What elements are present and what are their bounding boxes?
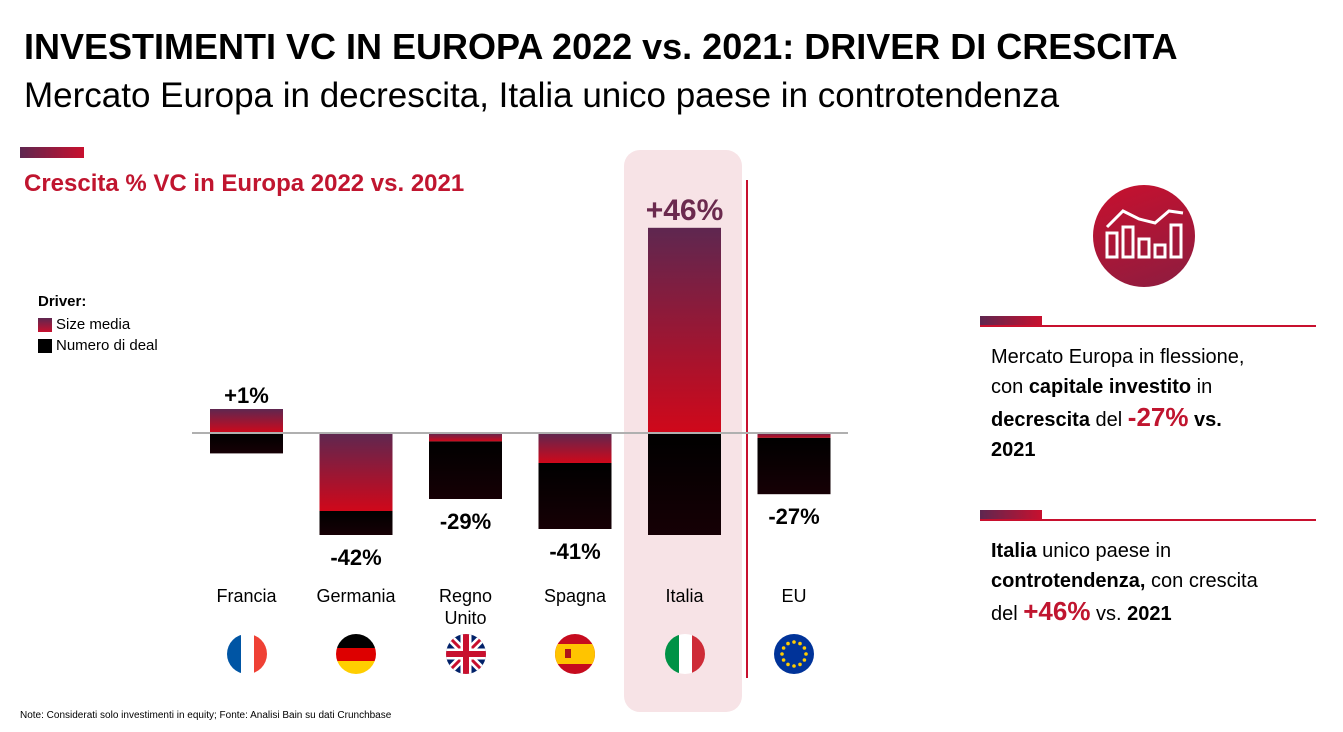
box2-highlight: +46%: [1023, 596, 1091, 626]
box1-line3b: del: [1089, 409, 1128, 431]
footnote: Note: Considerati solo investimenti in e…: [20, 710, 392, 721]
chart-legend: Driver: Size media Numero di deal: [38, 293, 158, 356]
value-label-1: -42%: [330, 545, 381, 570]
bar-size-4: [648, 227, 721, 433]
accent-bar: [20, 147, 84, 158]
flag-uk-icon: [445, 634, 486, 674]
bar-deal-0: [210, 433, 283, 454]
legend-swatch-size: [38, 317, 52, 332]
bar-size-5: [757, 433, 831, 438]
bar-size-2: [429, 433, 502, 442]
box1-highlight: -27%: [1127, 402, 1189, 432]
flag-es-icon: [555, 634, 595, 674]
bar-size-0: [210, 409, 283, 433]
box2-line1a: Italia: [991, 540, 1037, 562]
flag-de-icon: [336, 634, 376, 674]
bar-deal-4: [648, 433, 721, 535]
flag-fr-icon: [226, 634, 267, 674]
category-label-4: Italia: [665, 586, 704, 606]
value-label-0: +1%: [224, 383, 269, 408]
page-title: INVESTIMENTI VC IN EUROPA 2022 vs. 2021:…: [24, 26, 1178, 67]
box1-line2c: in: [1191, 376, 1213, 398]
category-label-1: Germania: [316, 586, 396, 606]
legend-title: Driver:: [38, 293, 87, 310]
legend-label-size: Size media: [56, 316, 131, 333]
legend-swatch-deal: [38, 338, 52, 353]
box1-line2a: con: [991, 376, 1029, 398]
legend-label-deal: Numero di deal: [56, 337, 158, 354]
legend-item-size: Size media: [38, 314, 158, 335]
eu-separator: [746, 180, 748, 678]
chart-title: Crescita % VC in Europa 2022 vs. 2021: [24, 170, 465, 197]
value-label-3: -41%: [549, 539, 600, 564]
box1-line3a: decrescita: [991, 409, 1090, 431]
bar-size-1: [319, 433, 393, 511]
bar-deal-1: [319, 511, 393, 535]
bar-deal-2: [429, 441, 502, 499]
box2-line3c: vs.: [1090, 603, 1128, 625]
bar-chart-trend-icon: [1093, 185, 1195, 287]
flag-it-icon: [664, 634, 705, 674]
flag-eu-icon: [774, 634, 814, 674]
bar-deal-3: [538, 463, 612, 529]
category-label-3: Spagna: [543, 586, 607, 606]
box2-line1b: unico paese in: [1036, 540, 1172, 562]
box2-line3d: 2021: [1127, 603, 1172, 625]
category-label-0: Francia: [216, 586, 277, 606]
value-label-4: +46%: [646, 194, 724, 227]
side-box-europe: Mercato Europa in flessione, con capital…: [991, 342, 1311, 465]
value-label-5: -27%: [768, 504, 819, 529]
box1-line1: Mercato Europa in flessione,: [991, 346, 1245, 368]
box1-line4: 2021: [991, 439, 1036, 461]
box2-line2b: con crescita: [1145, 570, 1258, 592]
bar-deal-5: [757, 437, 831, 495]
box1-line2b: capitale investito: [1028, 376, 1192, 398]
box1-line3d: vs.: [1188, 409, 1222, 431]
legend-item-deal: Numero di deal: [38, 335, 158, 356]
category-label-2: Regno Unito: [438, 586, 493, 628]
value-label-2: -29%: [440, 509, 491, 534]
page-subtitle: Mercato Europa in decrescita, Italia uni…: [24, 76, 1060, 115]
category-label-5: EU: [781, 586, 807, 606]
bar-size-3: [538, 433, 612, 463]
box2-line2a: controtendenza,: [991, 570, 1146, 592]
side-box-italia: Italia unico paese in controtendenza, co…: [991, 536, 1311, 629]
box2-line3a: del: [991, 603, 1024, 625]
